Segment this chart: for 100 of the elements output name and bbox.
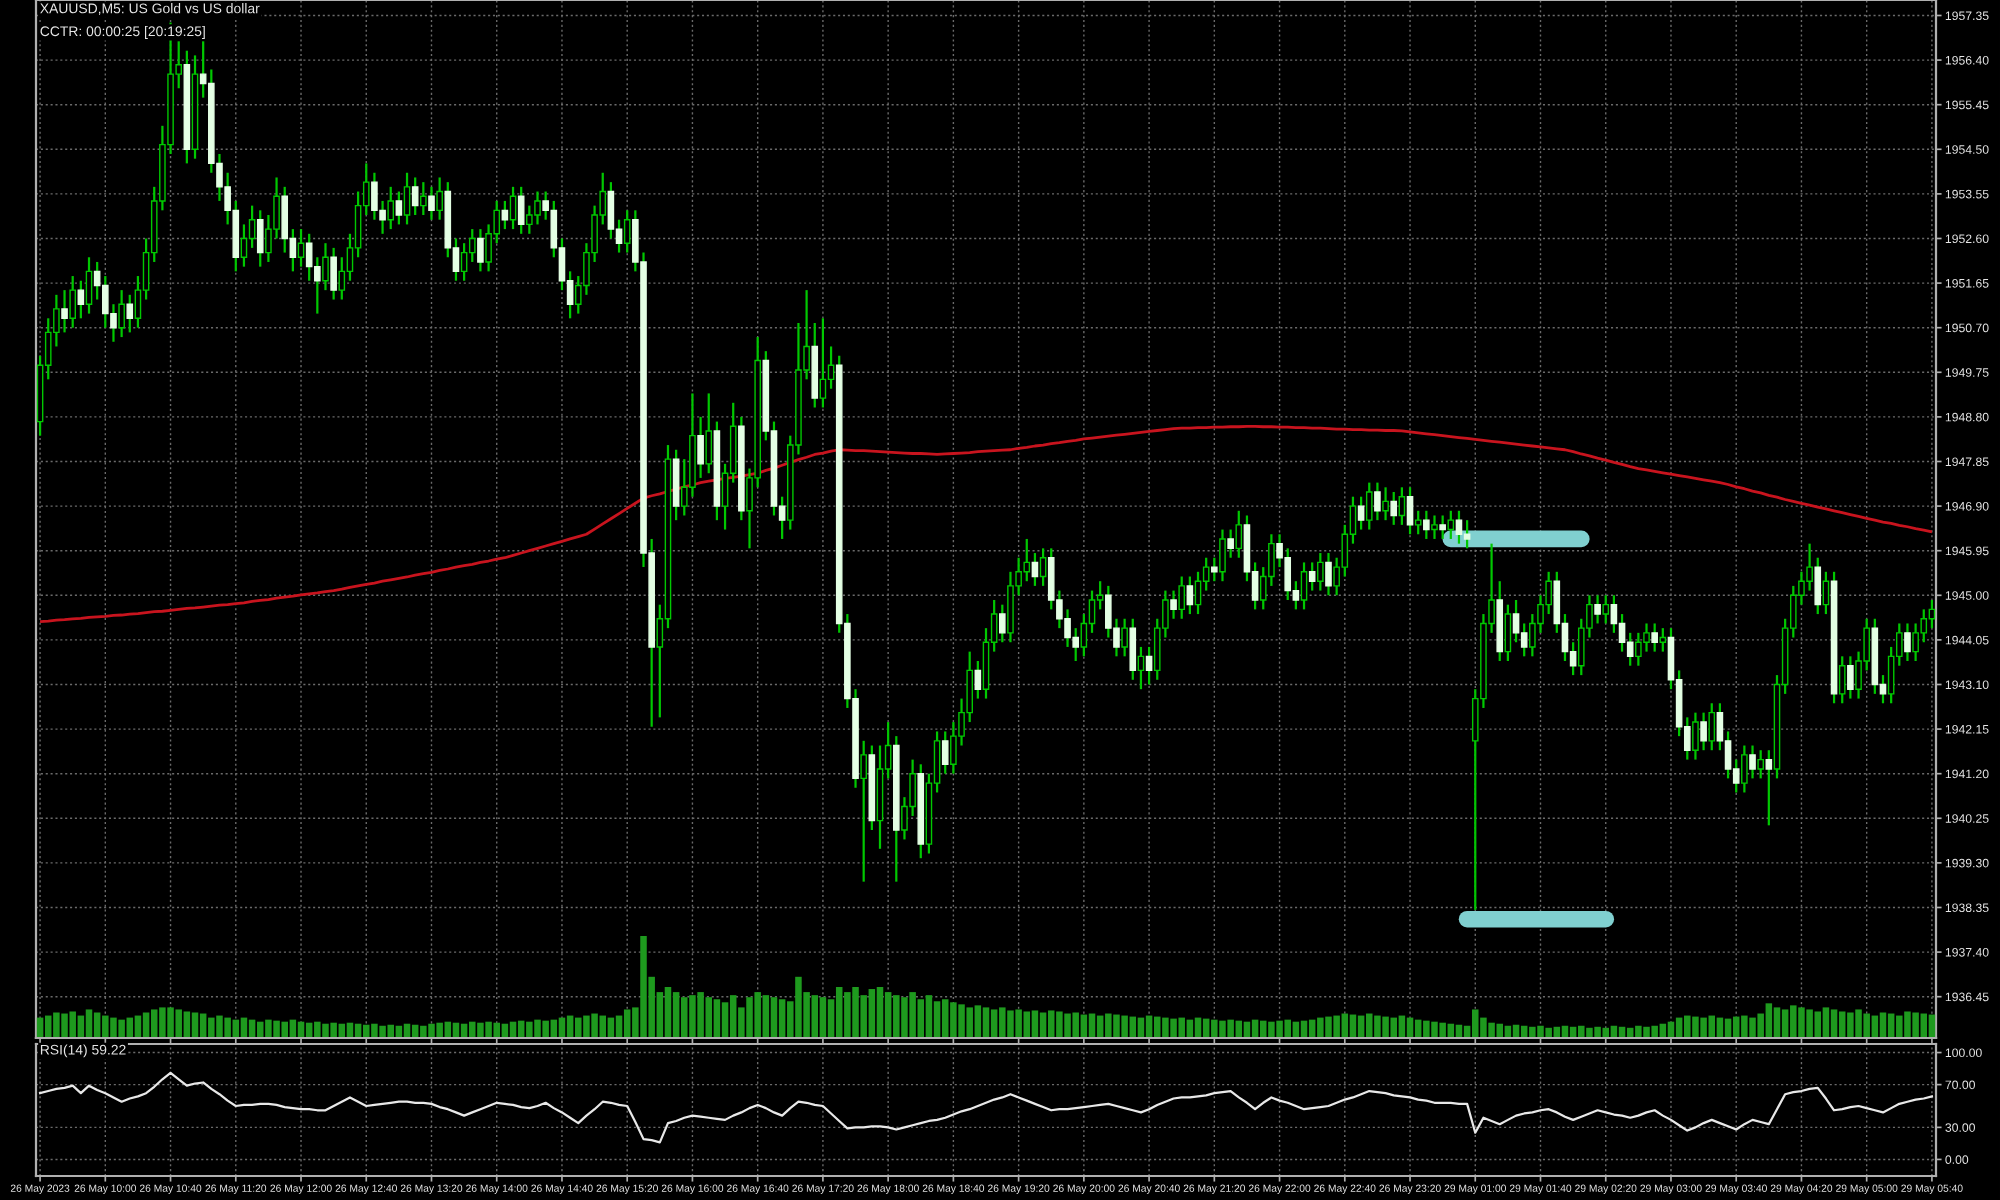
bar xyxy=(1121,1015,1128,1038)
candlestick xyxy=(330,246,337,301)
bar xyxy=(689,995,696,1038)
bar xyxy=(1259,1020,1267,1038)
candlestick xyxy=(281,185,289,254)
bar xyxy=(256,1021,264,1038)
candlestick xyxy=(1039,547,1047,588)
bar xyxy=(876,987,884,1038)
candlestick xyxy=(623,209,631,254)
candlestick xyxy=(1692,711,1699,761)
bar xyxy=(713,999,721,1038)
bar xyxy=(575,1017,582,1038)
bar xyxy=(1896,1015,1903,1038)
bar xyxy=(958,1004,965,1038)
candlestick xyxy=(1700,711,1707,752)
candlestick xyxy=(1129,617,1137,681)
bar xyxy=(1056,1011,1063,1038)
candlestick xyxy=(697,415,704,480)
bar xyxy=(591,1013,598,1038)
bar xyxy=(436,1022,443,1038)
bar xyxy=(1162,1017,1169,1038)
candlestick xyxy=(436,176,443,221)
bar xyxy=(314,1021,321,1038)
bar xyxy=(1708,1015,1716,1038)
bar xyxy=(420,1025,427,1038)
candlestick xyxy=(1847,655,1854,700)
bar xyxy=(1855,1009,1862,1038)
bar xyxy=(1039,1012,1047,1038)
bar xyxy=(1064,1013,1071,1038)
candlestick xyxy=(1406,486,1414,536)
bar xyxy=(1741,1015,1748,1038)
candlestick xyxy=(1137,645,1145,691)
candlestick xyxy=(1659,627,1667,653)
bar xyxy=(1586,1027,1593,1038)
candlestick xyxy=(1374,481,1381,522)
candlestick xyxy=(1594,594,1601,625)
bar xyxy=(811,995,819,1038)
bar xyxy=(884,992,892,1038)
bar xyxy=(1700,1017,1707,1038)
candlestick xyxy=(1414,509,1422,536)
candlestick xyxy=(1382,486,1389,522)
bar xyxy=(1047,1010,1055,1038)
bar xyxy=(583,1015,590,1038)
candlestick xyxy=(1178,575,1186,620)
candlestick xyxy=(1219,528,1226,583)
bar xyxy=(705,997,713,1038)
candlestick xyxy=(118,289,125,339)
candlestick xyxy=(1602,594,1610,625)
candlestick xyxy=(1357,495,1365,531)
bar xyxy=(485,1021,492,1038)
bar xyxy=(1594,1026,1601,1038)
candlestick xyxy=(1626,631,1634,667)
candlestick xyxy=(1365,481,1373,531)
bar xyxy=(1284,1019,1291,1038)
bar xyxy=(1781,1009,1789,1038)
bar xyxy=(224,1017,231,1038)
candlestick xyxy=(468,227,476,264)
bar xyxy=(950,1002,957,1038)
bar xyxy=(1806,1009,1813,1038)
bar xyxy=(974,1005,982,1038)
candlestick xyxy=(517,185,525,235)
bar xyxy=(1798,1007,1805,1038)
candlestick xyxy=(1121,617,1128,658)
bar xyxy=(428,1023,435,1038)
bar xyxy=(1765,1003,1773,1038)
bar xyxy=(1529,1026,1536,1038)
bar xyxy=(1692,1016,1699,1038)
bar xyxy=(273,1020,280,1038)
candlestick xyxy=(1235,509,1243,559)
bar xyxy=(142,1012,150,1038)
bar xyxy=(982,1007,990,1038)
bar xyxy=(1366,1013,1373,1038)
bar xyxy=(819,997,827,1038)
bar xyxy=(542,1020,549,1038)
bar xyxy=(1015,1009,1022,1038)
candlestick xyxy=(1904,622,1911,663)
bar xyxy=(681,997,688,1038)
bar xyxy=(1113,1014,1120,1038)
bar xyxy=(1227,1019,1234,1038)
candlestick xyxy=(1439,514,1446,541)
bar xyxy=(664,987,672,1038)
bar xyxy=(640,936,647,1038)
bar xyxy=(1496,1023,1503,1038)
bar xyxy=(909,992,916,1038)
bar xyxy=(69,1011,76,1038)
bar xyxy=(1170,1018,1177,1038)
bar xyxy=(379,1025,386,1038)
bar xyxy=(1390,1017,1397,1038)
candlestick xyxy=(1431,514,1438,541)
candlestick xyxy=(1708,702,1716,752)
bar xyxy=(1317,1017,1324,1038)
candlestick xyxy=(305,232,313,282)
candlestick xyxy=(85,256,93,315)
bar xyxy=(1219,1020,1226,1038)
bar xyxy=(990,1009,998,1038)
bar xyxy=(999,1007,1006,1038)
bar xyxy=(1773,1007,1781,1038)
candlestick xyxy=(1325,551,1332,597)
bar xyxy=(762,995,770,1038)
bar xyxy=(1830,1009,1838,1038)
